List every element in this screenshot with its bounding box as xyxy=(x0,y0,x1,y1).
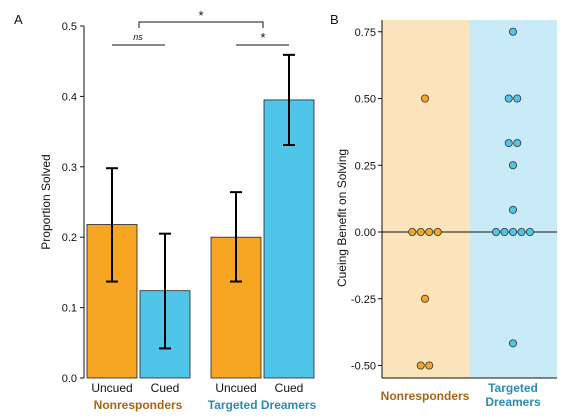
panel-a-y-tick-label: 0.1 xyxy=(62,303,77,315)
panel-b-point-1-4 xyxy=(513,139,522,148)
panel-b-point-0-2 xyxy=(416,227,425,236)
panel-b-y-tick-label: -0.25 xyxy=(351,294,376,306)
panel-b-group-label-word: Targeted xyxy=(488,381,538,395)
panel-b-y-tick-label: 0.50 xyxy=(355,94,376,106)
panel-b-background-dreamers xyxy=(469,20,557,378)
panel-b-y-tick-label: 0.25 xyxy=(355,160,376,172)
panel-b-group-label-word: Dreamers xyxy=(485,395,541,409)
panel-a-group-label-nonresponders: Nonresponders xyxy=(94,398,183,412)
panel-a-category-label-3: Cued xyxy=(275,381,304,395)
panel-b-group-label-targeted-dreamers: Targeted Dreamers xyxy=(485,381,541,409)
panel-a-group-label-targeted-dreamers: Targeted Dreamers xyxy=(208,398,317,412)
panel-b-y-tick-label: 0.75 xyxy=(355,27,376,39)
panel-a-y-tick-label: 0.5 xyxy=(62,21,77,33)
panel-b-point-1-11 xyxy=(526,227,535,236)
panel-a-bar-3 xyxy=(263,99,315,379)
panel-a-category-label-1: Cued xyxy=(151,381,180,395)
panel-b-y-tick-label: 0.00 xyxy=(355,227,376,239)
panel-a-sig-label-groups: * xyxy=(198,8,203,23)
panel-a-label: A xyxy=(14,12,23,27)
panel-b-point-0-6 xyxy=(416,361,425,370)
panel-b-y-axis-label: Cueing Benefit on Solving xyxy=(335,149,349,287)
panel-b-point-0-3 xyxy=(425,227,434,236)
panel-a-category-label-2: Uncued xyxy=(215,381,256,395)
panel-b-point-0-7 xyxy=(425,361,434,370)
panel-a-category-label-0: Uncued xyxy=(91,381,132,395)
panel-a-y-tick-label: 0.4 xyxy=(62,91,77,103)
panel-a-y-tick-label: 0.0 xyxy=(62,373,77,385)
panel-b-point-1-9 xyxy=(508,227,517,236)
panel-a-y-tick-label: 0.3 xyxy=(62,162,77,174)
panel-a-sig-bracket-groups xyxy=(138,21,264,28)
panel-b-point-1-2 xyxy=(513,94,522,103)
panel-b-point-1-3 xyxy=(504,139,513,148)
panel-b-point-1-7 xyxy=(491,227,500,236)
panel-b-point-1-5 xyxy=(508,161,517,170)
panel-b-point-0-5 xyxy=(420,294,429,303)
panel-b-y-tick-label: -0.50 xyxy=(351,361,376,373)
panel-b-point-1-12 xyxy=(508,339,517,348)
panel-b-label: B xyxy=(330,12,339,27)
panel-b-point-1-1 xyxy=(504,94,513,103)
panel-b-point-1-0 xyxy=(508,27,517,36)
panel-b-point-1-10 xyxy=(517,227,526,236)
panel-b-background-nonresponders xyxy=(382,20,469,378)
panel-a-sig-label-ns: ns xyxy=(133,32,143,42)
panel-b-point-1-8 xyxy=(500,227,509,236)
panel-b-point-0-1 xyxy=(408,227,417,236)
panel-a-y-axis-label: Proportion Solved xyxy=(39,154,53,249)
panel-b-group-label-nonresponders: Nonresponders xyxy=(381,389,470,403)
panel-b-point-1-6 xyxy=(508,205,517,214)
panel-b-point-0-0 xyxy=(420,94,429,103)
panel-a-sig-label-dreamers: * xyxy=(260,30,265,45)
panel-a-y-tick-label: 0.2 xyxy=(62,232,77,244)
panel-b-point-0-4 xyxy=(433,227,442,236)
